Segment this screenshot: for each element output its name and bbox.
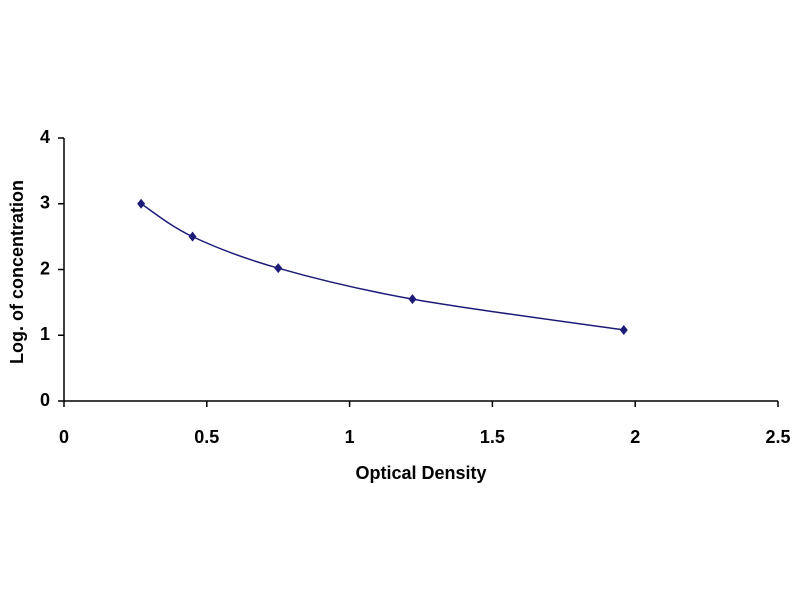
point: [619, 324, 628, 335]
x-tick-label: 0.5: [194, 427, 219, 447]
x-axis-title: Optical Density: [355, 463, 486, 483]
y-tick-label: 1: [40, 324, 50, 344]
y-axis-title: Log. of concentration: [7, 180, 27, 364]
x-tick-label: 2.5: [765, 427, 790, 447]
x-tick-label: 1: [345, 427, 355, 447]
y-tick-label: 3: [40, 193, 50, 213]
y-tick-label: 0: [40, 390, 50, 410]
point: [137, 198, 146, 209]
point: [408, 294, 417, 305]
x-tick-label: 2: [630, 427, 640, 447]
point: [274, 263, 283, 274]
y-tick-label: 4: [40, 127, 50, 147]
point: [188, 231, 197, 242]
x-tick-label: 1.5: [480, 427, 505, 447]
y-tick-label: 2: [40, 258, 50, 278]
x-tick-label: 0: [59, 427, 69, 447]
